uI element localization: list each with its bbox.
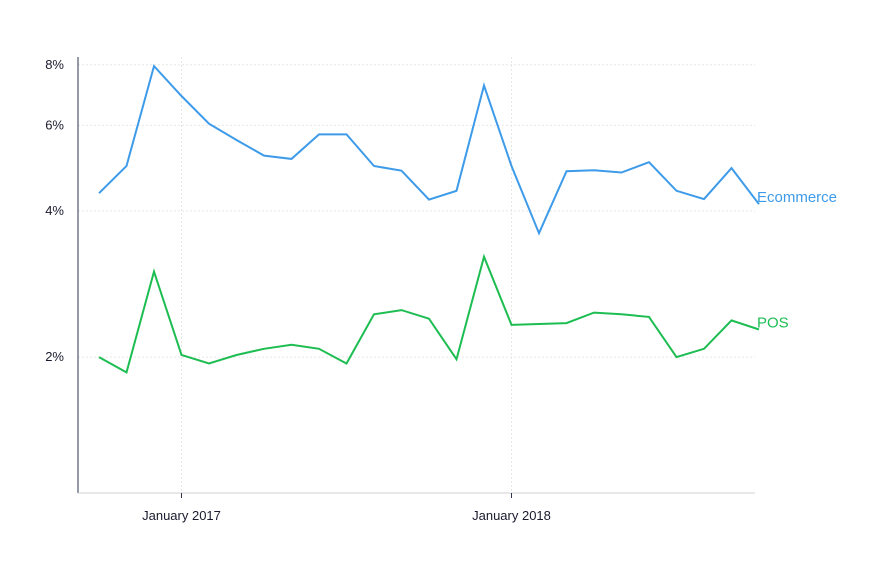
y-tick-label: 4%	[45, 203, 64, 218]
x-tick-label: January 2018	[472, 508, 551, 523]
series-line-ecommerce	[98, 64, 760, 236]
series-label-ecommerce: Ecommerce	[757, 189, 837, 206]
y-tick-label: 6%	[45, 117, 64, 132]
y-tick-label: 8%	[45, 57, 64, 72]
series-labels: Ecommerce POS	[757, 189, 837, 331]
y-tick-labels: 2% 4% 6% 8%	[45, 57, 64, 364]
series-lines	[98, 64, 760, 374]
y-tick-label: 2%	[45, 349, 64, 364]
series-label-pos: POS	[757, 314, 789, 331]
x-tick-labels: January 2017 January 2018	[142, 493, 551, 523]
axes	[77, 57, 755, 494]
series-line-pos	[98, 253, 760, 374]
x-tick-label: January 2017	[142, 508, 221, 523]
grid-lines	[78, 57, 755, 493]
